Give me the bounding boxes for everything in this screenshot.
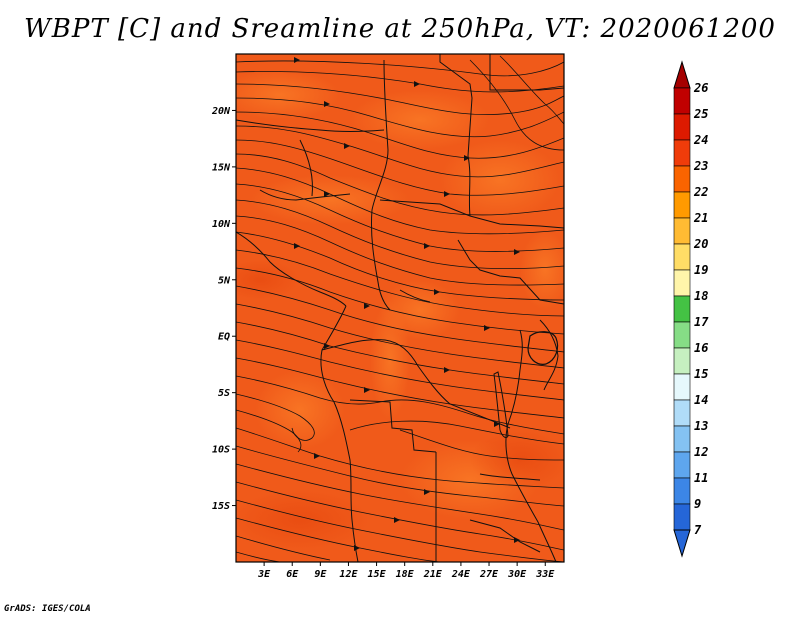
colorbar-label: 26 [693, 81, 708, 95]
map-frame [235, 53, 565, 563]
lon-label: 27E [479, 569, 499, 580]
colorbar-swatch [673, 191, 691, 219]
longitude-axis: 3E 6E 9E 12E 15E 18E 21E 24E 27E 30E 33E [257, 562, 555, 580]
lat-label: 10S [212, 445, 230, 456]
colorbar-label: 22 [693, 185, 708, 199]
grads-credit: GrADS: IGES/COLA [4, 604, 91, 614]
lon-label: 18E [396, 569, 415, 580]
chart-title: WBPT [C] and Sreamline at 250hPa, VT: 20… [24, 14, 776, 44]
colorbar-swatch [673, 425, 691, 453]
colorbar-label: 9 [694, 497, 701, 511]
colorbar-label: 12 [694, 445, 708, 459]
colorbar: 26 25 24 23 22 21 20 19 18 17 16 15 14 13 12 11 9 7 [673, 60, 709, 558]
lat-label: 15S [212, 501, 230, 512]
lat-label: EQ [218, 332, 230, 343]
colorbar-top-arrow [673, 60, 691, 89]
lake-victoria [527, 331, 559, 365]
colorbar-swatch [673, 295, 691, 323]
field-shading [236, 70, 564, 550]
colorbar-swatch [673, 399, 691, 427]
colorbar-swatch [673, 217, 691, 245]
colorbar-label: 16 [694, 341, 708, 355]
lat-label: 15N [212, 162, 231, 173]
colorbar-swatch [673, 243, 691, 271]
lon-label: 6E [286, 569, 299, 580]
colorbar-label: 15 [694, 367, 708, 381]
lat-label: 10N [212, 219, 231, 230]
colorbar-swatch [673, 451, 691, 479]
colorbar-label: 7 [694, 523, 702, 537]
colorbar-label: 11 [694, 471, 708, 485]
colorbar-swatch [673, 165, 691, 193]
lat-label: 20N [211, 106, 231, 117]
colorbar-label: 13 [694, 419, 708, 433]
colorbar-swatch [673, 87, 691, 115]
colorbar-swatch [673, 477, 691, 505]
lon-label: 3E [257, 569, 271, 580]
colorbar-swatch [673, 347, 691, 375]
colorbar-label: 19 [694, 263, 708, 277]
lon-label: 15E [368, 569, 387, 580]
colorbar-label: 23 [693, 159, 708, 173]
colorbar-swatch [673, 269, 691, 297]
lake-tanganyika [493, 371, 509, 439]
colorbar-label: 24 [693, 133, 708, 147]
lon-label: 12E [339, 569, 358, 580]
country-borders [236, 54, 564, 562]
lon-label: 33E [535, 569, 555, 580]
lat-label: 5N [218, 275, 231, 286]
colorbar-swatch [673, 113, 691, 141]
colorbar-label: 18 [694, 289, 708, 303]
colorbar-label: 25 [693, 107, 708, 121]
streamlines [236, 55, 564, 562]
lon-label: 21E [423, 569, 443, 580]
colorbar-swatch [673, 373, 691, 401]
lon-label: 30E [507, 569, 527, 580]
colorbar-bottom-arrow [673, 529, 691, 558]
colorbar-swatch [673, 139, 691, 167]
colorbar-label: 21 [693, 211, 708, 225]
colorbar-label: 20 [693, 237, 708, 251]
lon-label: 9E [314, 569, 327, 580]
latitude-axis: 20N 15N 10N 5N EQ 5S 10S 15S [211, 106, 236, 512]
colorbar-label: 14 [694, 393, 708, 407]
lon-label: 24E [451, 569, 471, 580]
lat-label: 5S [218, 388, 230, 399]
colorbar-swatch [673, 321, 691, 349]
colorbar-swatch [673, 503, 691, 531]
colorbar-label: 17 [694, 315, 709, 329]
